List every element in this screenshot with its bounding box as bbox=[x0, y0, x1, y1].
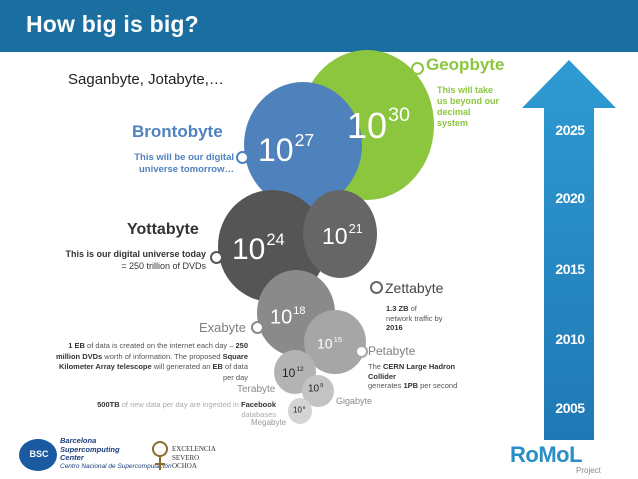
year-label: 2010 bbox=[555, 331, 585, 347]
megabyte-bubble bbox=[288, 398, 312, 424]
yottabyte-note: This is our digital universe today = 250… bbox=[65, 249, 206, 271]
brontobyte-note: This will be our digital universe tomorro… bbox=[134, 152, 234, 175]
brontobyte-dot bbox=[236, 151, 249, 164]
geopbyte-note: This will take us beyond our decimal syste… bbox=[437, 85, 500, 128]
page-title: How big is big? bbox=[26, 11, 199, 37]
terabyte-note: 500TB of new data per day are ingested i… bbox=[97, 400, 276, 419]
exabyte-note: 1 EB of data is created on the internet … bbox=[55, 341, 248, 382]
petabyte-dot bbox=[355, 345, 368, 358]
megabyte-power: 106 bbox=[293, 405, 306, 415]
subtitle: Saganbyte, Jotabyte,… bbox=[68, 71, 224, 88]
brontobyte-bubble bbox=[244, 82, 362, 208]
severo-ochoa-emblem bbox=[152, 441, 168, 470]
brontobyte-power: 1027 bbox=[258, 130, 315, 168]
megabyte-label: Megabyte bbox=[251, 418, 287, 427]
petabyte-power: 1015 bbox=[317, 335, 343, 352]
bsc-badge-text: BSC bbox=[29, 449, 49, 459]
yottabyte-dot bbox=[210, 251, 223, 264]
brontobyte-label: Brontobyte bbox=[132, 122, 223, 141]
gigabyte-label: Gigabyte bbox=[336, 396, 373, 406]
romol-logo: RoMoL Project bbox=[510, 440, 620, 476]
bsc-name: Barcelona Supercomputing Center Centro N… bbox=[60, 436, 172, 470]
exabyte-power: 1018 bbox=[270, 305, 306, 329]
zettabyte-label: Zettabyte bbox=[385, 280, 444, 296]
romol-subtitle: Project bbox=[576, 466, 601, 475]
romol-wordmark: RoMoL bbox=[510, 442, 583, 467]
geopbyte-power: 1030 bbox=[347, 104, 411, 146]
zettabyte-bubble bbox=[303, 190, 377, 278]
exabyte-label: Exabyte bbox=[199, 320, 246, 335]
petabyte-note: The CERN Large Hadron Collider generates… bbox=[368, 362, 458, 390]
petabyte-label: Petabyte bbox=[368, 344, 416, 358]
zettabyte-dot bbox=[370, 281, 383, 294]
severo-ochoa-logo: EXCELENCIA SEVERO OCHOA bbox=[150, 440, 230, 476]
severo-ochoa-text: EXCELENCIA SEVERO OCHOA bbox=[172, 445, 216, 470]
gigabyte-power: 109 bbox=[308, 383, 324, 395]
zettabyte-note: 1.3 ZB of network traffic by 2016 bbox=[386, 304, 443, 332]
geopbyte-dot bbox=[411, 62, 424, 75]
timeline-arrow: 2025 2020 2015 2010 2005 bbox=[514, 60, 624, 440]
year-label: 2025 bbox=[555, 122, 585, 138]
zettabyte-power: 1021 bbox=[322, 222, 363, 249]
title-bar: How big is big? bbox=[0, 0, 638, 52]
bsc-logo-badge bbox=[19, 439, 57, 471]
year-label: 2015 bbox=[555, 261, 585, 277]
bsc-logo: BSC Barcelona Supercomputing Center Cent… bbox=[18, 436, 172, 476]
terabyte-power: 1012 bbox=[282, 366, 304, 380]
year-label: 2005 bbox=[555, 400, 585, 416]
timeline-arrow-shape bbox=[522, 60, 616, 440]
geopbyte-label: Geopbyte bbox=[426, 55, 505, 74]
year-label: 2020 bbox=[555, 190, 585, 206]
yottabyte-power: 1024 bbox=[232, 231, 285, 267]
exabyte-dot bbox=[251, 321, 264, 334]
terabyte-label: Terabyte bbox=[237, 384, 276, 395]
yottabyte-label: Yottabyte bbox=[127, 221, 199, 238]
